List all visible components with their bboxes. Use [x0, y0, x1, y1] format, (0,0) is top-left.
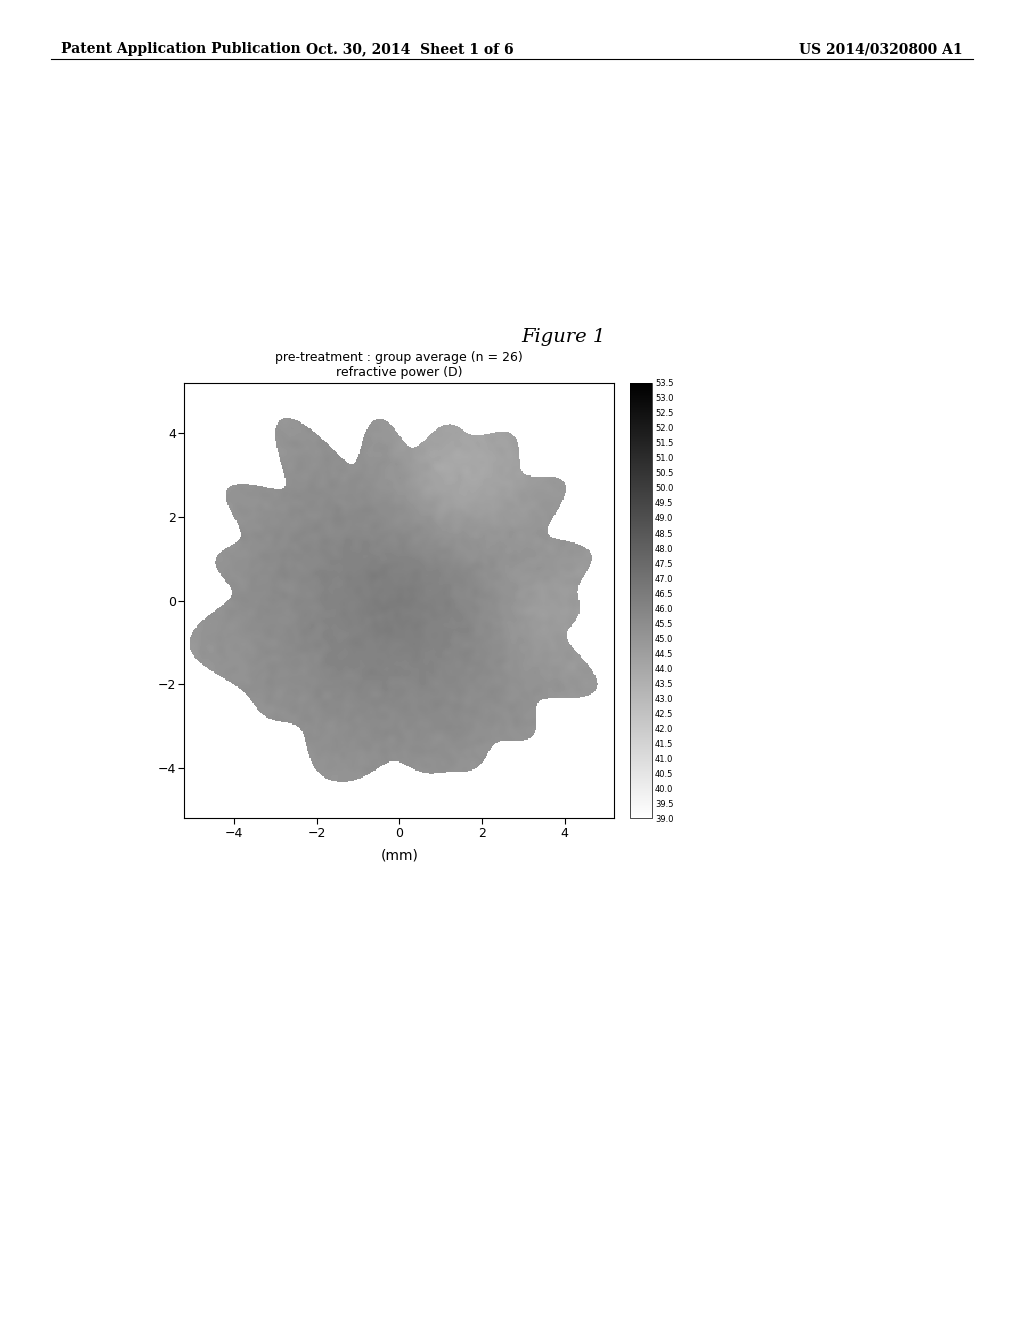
Text: US 2014/0320800 A1: US 2014/0320800 A1	[799, 42, 963, 57]
X-axis label: (mm): (mm)	[381, 847, 418, 862]
Text: Figure 1: Figure 1	[521, 327, 605, 346]
Title: pre-treatment : group average (n = 26)
refractive power (D): pre-treatment : group average (n = 26) r…	[275, 351, 523, 379]
Text: Oct. 30, 2014  Sheet 1 of 6: Oct. 30, 2014 Sheet 1 of 6	[306, 42, 513, 57]
Text: Patent Application Publication: Patent Application Publication	[61, 42, 301, 57]
